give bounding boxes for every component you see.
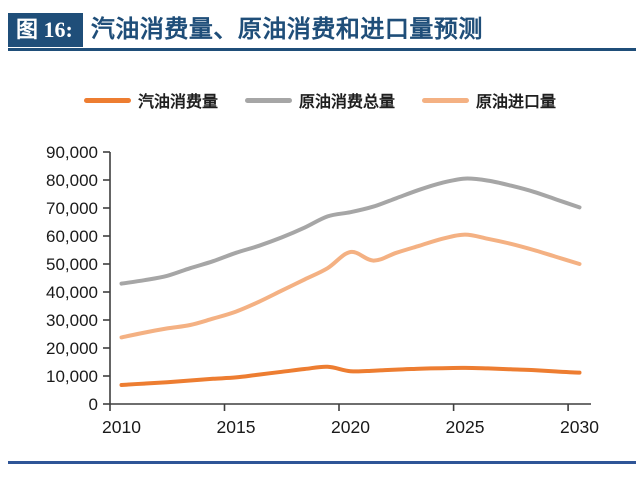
legend-line-swatch-gray bbox=[244, 97, 292, 103]
series-line-2 bbox=[119, 232, 582, 340]
legend-label: 原油进口量 bbox=[476, 94, 557, 111]
y-axis-label: 80,000 bbox=[46, 171, 98, 190]
y-axis-label: 0 bbox=[89, 395, 98, 414]
chart-legend: 汽油消费量 原油消费总量 原油进口量 bbox=[0, 88, 640, 112]
x-axis-label: 2020 bbox=[331, 417, 370, 437]
y-axis-label: 40,000 bbox=[46, 283, 98, 302]
y-axis-label: 30,000 bbox=[46, 311, 98, 330]
x-axis-label: 2015 bbox=[217, 417, 256, 437]
series-line-0 bbox=[119, 364, 582, 387]
x-axis-label: 2030 bbox=[560, 417, 599, 437]
x-axis-label: 2010 bbox=[102, 417, 141, 437]
y-axis-label: 50,000 bbox=[46, 255, 98, 274]
legend-item-gasoline-consumption: 汽油消费量 bbox=[83, 88, 218, 112]
y-axis-label: 90,000 bbox=[46, 143, 98, 162]
figure-number-label: 图 16: bbox=[8, 13, 83, 47]
x-axis-label: 2025 bbox=[446, 417, 485, 437]
y-axis-label: 10,000 bbox=[46, 367, 98, 386]
figure-title: 汽油消费量、原油消费和进口量预测 bbox=[90, 17, 483, 43]
legend-line-swatch-orange bbox=[83, 97, 131, 103]
legend-label: 汽油消费量 bbox=[137, 94, 218, 111]
y-axis-label: 20,000 bbox=[46, 339, 98, 358]
figure-header: 图 16: 汽油消费量、原油消费和进口量预测 bbox=[8, 13, 483, 47]
line-chart: 0 10,000 20,000 30,000 40,000 50,000 60,000 70,… bbox=[46, 143, 599, 437]
y-axis-label: 60,000 bbox=[46, 227, 98, 246]
bottom-divider-rule bbox=[8, 461, 636, 464]
legend-label: 原油消费总量 bbox=[298, 94, 395, 111]
series-line-1 bbox=[119, 176, 582, 286]
legend-item-crude-imports: 原油进口量 bbox=[422, 88, 556, 112]
header-divider-rule bbox=[8, 48, 636, 51]
legend-item-crude-consumption: 原油消费总量 bbox=[244, 88, 395, 112]
axis-lines bbox=[109, 152, 591, 405]
y-axis-label: 70,000 bbox=[46, 199, 98, 218]
legend-line-swatch-peach bbox=[422, 97, 469, 103]
